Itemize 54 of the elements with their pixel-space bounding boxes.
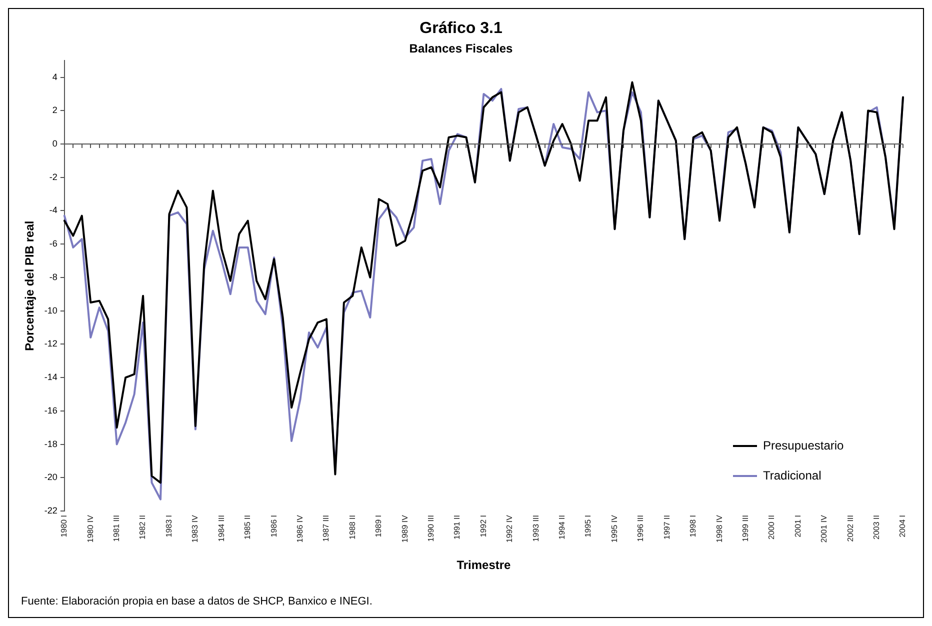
y-tick-label: 4 <box>52 72 58 82</box>
x-tick-label: 1985 II <box>243 515 252 540</box>
x-tick-label: 1991 II <box>452 515 462 540</box>
x-tick-label: 1983 I <box>164 515 174 538</box>
x-axis-title: Trimestre <box>456 558 512 572</box>
y-tick-label: -2 <box>49 172 58 182</box>
y-tick-label: 2 <box>52 105 58 116</box>
y-tick-label: -8 <box>49 272 58 282</box>
y-tick-label: -22 <box>44 506 58 516</box>
x-tick-label: 1996 III <box>636 515 646 542</box>
x-tick-label: 1980 I <box>60 515 69 538</box>
x-tick-label: 2001 IV <box>820 514 829 543</box>
x-tick-label: 1983 IV <box>190 514 200 543</box>
x-tick-label: 1981 III <box>112 515 122 542</box>
x-tick-label: 1993 III <box>531 515 540 542</box>
y-tick-label: -4 <box>49 205 58 216</box>
x-tick-label: 1989 I <box>374 515 384 538</box>
x-tick-label: 1999 III <box>740 515 750 542</box>
x-tick-label: 1986 IV <box>295 514 304 543</box>
x-tick-label: 1980 IV <box>86 514 95 543</box>
x-tick-label: 1982 II <box>138 515 148 540</box>
x-tick-label: 2004 I <box>898 515 908 538</box>
y-tick-label: -16 <box>44 405 58 416</box>
x-tick-label: 1998 I <box>688 515 698 538</box>
y-tick-label: -10 <box>44 305 58 316</box>
y-axis-title: Porcentaje del PIB real <box>22 220 37 351</box>
x-tick-label: 1990 III <box>426 515 436 542</box>
y-tick-label: 0 <box>52 138 58 148</box>
x-tick-label: 2000 II <box>767 515 776 540</box>
x-tick-label: 2002 III <box>846 515 855 542</box>
x-tick-label: 1989 IV <box>400 514 410 543</box>
legend-label: Tradicional <box>763 468 822 482</box>
x-tick-label: 1987 III <box>322 515 331 542</box>
source-note: Fuente: Elaboración propia en base a datos de SHCP, Banxico e INEGI. <box>21 596 372 608</box>
chart-title: Gráfico 3.1 <box>420 20 502 38</box>
x-tick-label: 1995 IV <box>610 514 619 543</box>
x-tick-label: 1995 I <box>584 515 593 538</box>
y-tick-label: -6 <box>49 238 58 249</box>
y-tick-label: -14 <box>44 372 58 382</box>
x-tick-label: 1997 II <box>662 515 672 540</box>
x-tick-label: 1994 II <box>558 515 567 540</box>
x-tick-label: 1998 IV <box>714 514 724 543</box>
x-tick-label: 1984 III <box>216 515 226 542</box>
x-tick-label: 2001 I <box>793 515 802 538</box>
y-tick-label: -12 <box>44 338 58 349</box>
y-tick-label: -18 <box>44 438 58 449</box>
x-tick-label: 1992 IV <box>505 514 514 543</box>
legend-label: Presupuestario <box>763 438 844 452</box>
x-tick-label: 1986 I <box>269 515 278 538</box>
x-tick-label: 1992 I <box>478 515 488 538</box>
y-tick-label: -20 <box>44 472 58 482</box>
x-tick-label: 2003 II <box>872 515 881 540</box>
x-tick-label: 1988 II <box>348 515 357 540</box>
chart-subtitle: Balances Fiscales <box>409 42 514 56</box>
